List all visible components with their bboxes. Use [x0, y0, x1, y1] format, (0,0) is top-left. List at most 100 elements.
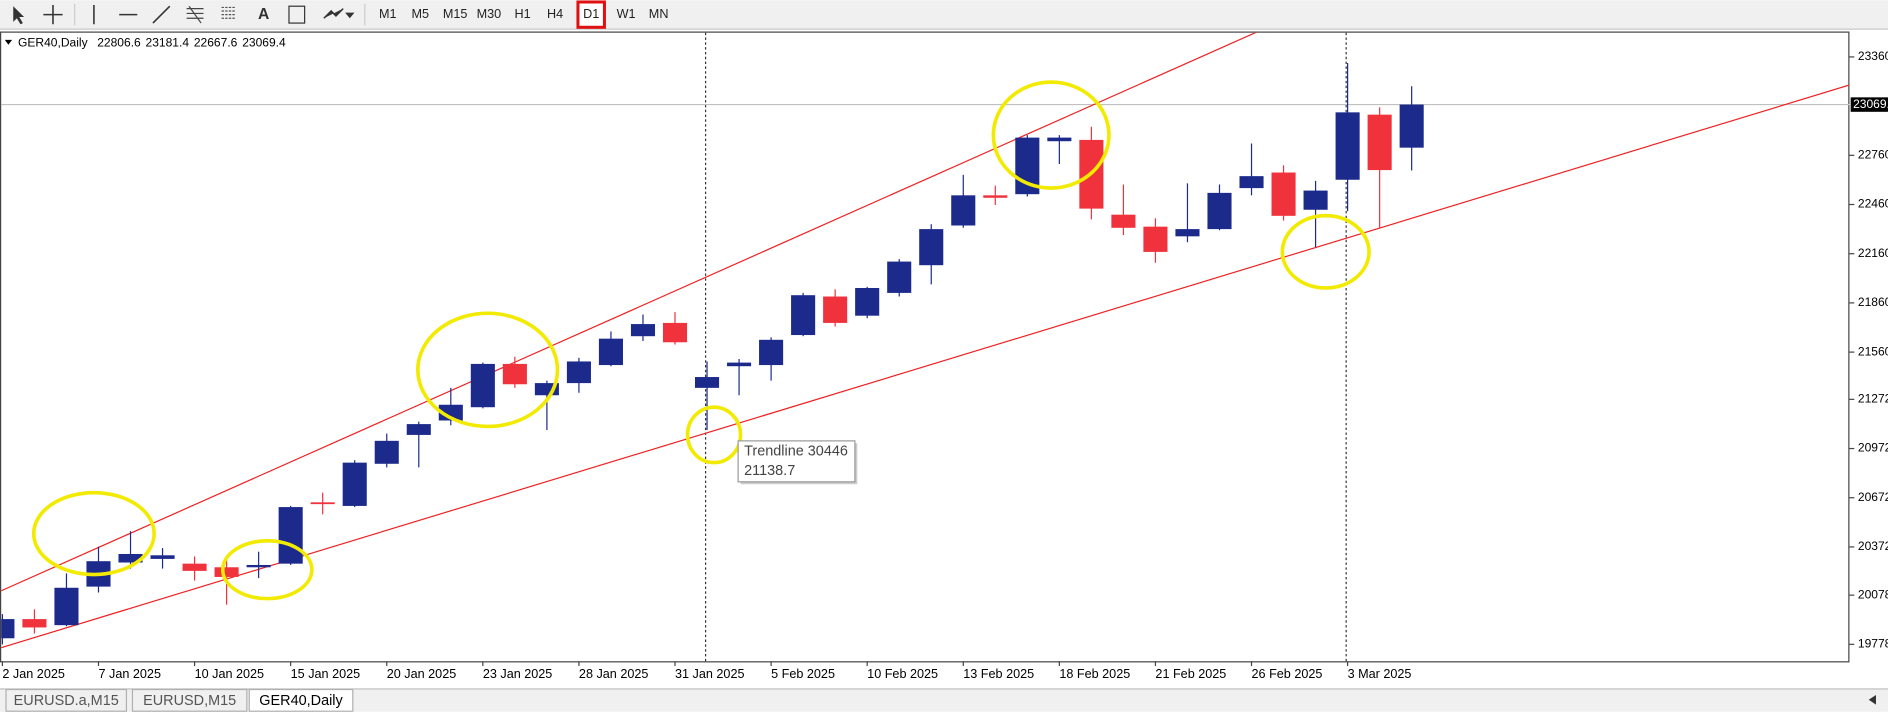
candle-body	[630, 324, 656, 337]
candle-body	[919, 229, 944, 266]
candle-body	[823, 296, 848, 323]
candle-body	[1143, 226, 1168, 252]
x-tick-label: 2 Jan 2025	[2, 667, 64, 681]
timeframe-button[interactable]: W1	[617, 7, 636, 21]
y-tick-label: 21860	[1858, 295, 1888, 309]
candle-body	[1335, 112, 1360, 180]
x-tick-label: 13 Feb 2025	[963, 667, 1034, 681]
candle-body	[406, 424, 431, 435]
y-tick-label: 22160	[1858, 246, 1888, 260]
candle-body	[1175, 229, 1200, 237]
tab-label[interactable]: EURUSD.a,M15	[14, 693, 119, 709]
timeframe-button[interactable]: M15	[443, 7, 468, 21]
timeframe-button[interactable]: M30	[477, 7, 502, 21]
plot-content	[1, 32, 1850, 649]
candle-body	[470, 363, 495, 408]
x-tick-label: 5 Feb 2025	[771, 667, 835, 681]
tab-label[interactable]: GER40,Daily	[259, 693, 343, 709]
selected-timeframe-box	[576, 0, 606, 29]
candle-body	[1271, 172, 1296, 216]
label-icon[interactable]	[288, 5, 306, 24]
active-tab[interactable]	[248, 688, 354, 712]
highlight-circle	[991, 80, 1111, 190]
candle-body	[598, 338, 623, 366]
high-value: 23181.4	[146, 36, 190, 50]
arrows-icon[interactable]	[323, 8, 355, 19]
text-icon[interactable]: A	[258, 6, 269, 23]
candle-body	[22, 619, 47, 628]
chart-header: GER40,Daily 22806.6 23181.4 22667.6 23069.4	[18, 36, 286, 50]
trendline	[1, 32, 1257, 592]
tooltip-box	[737, 440, 856, 483]
open-value: 22806.6	[97, 36, 141, 50]
highlight-circle	[31, 490, 156, 577]
y-tick-label: 19778	[1858, 637, 1888, 651]
header-arrow	[4, 39, 13, 45]
candle-body	[342, 462, 367, 506]
candle-body	[214, 567, 239, 577]
x-tick-label: 26 Feb 2025	[1252, 667, 1323, 681]
candle-body	[855, 287, 880, 316]
plot-frame	[0, 31, 1850, 663]
candle-body	[566, 361, 591, 384]
candle-body	[278, 507, 303, 564]
timeframe-button[interactable]: MN	[649, 7, 669, 21]
trendline	[1, 84, 1850, 649]
tooltip-title: Trendline 30446	[744, 444, 848, 460]
symbol: GER40,Daily	[18, 36, 88, 50]
highlight-circle	[685, 405, 743, 465]
low-value: 22667.6	[194, 36, 238, 50]
timeframe-button[interactable]: M5	[411, 7, 429, 21]
cursor-icon[interactable]	[13, 6, 25, 25]
candle-body	[502, 363, 527, 385]
x-tick-label: 10 Jan 2025	[195, 667, 264, 681]
current-price-label: 23069.4	[1853, 97, 1888, 111]
tab[interactable]	[131, 688, 248, 712]
tab[interactable]	[5, 688, 128, 712]
tab-label[interactable]: EURUSD,M15	[143, 693, 236, 709]
trendline-icon[interactable]	[152, 5, 171, 24]
highlight-circle	[220, 539, 314, 601]
candle-body	[374, 440, 399, 464]
y-tick-label: 22760	[1858, 148, 1888, 162]
candle-body	[1367, 114, 1392, 171]
channel-icon[interactable]	[186, 5, 204, 24]
candle-body	[1, 619, 15, 639]
tab-scroll[interactable]	[1868, 694, 1876, 705]
highlight-circle	[416, 311, 560, 429]
x-tick-label: 31 Jan 2025	[675, 667, 745, 681]
candle-body	[662, 322, 688, 343]
x-tick-label: 23 Jan 2025	[483, 667, 553, 681]
x-tick-label: 3 Mar 2025	[1348, 667, 1412, 681]
fibo-icon[interactable]	[221, 6, 236, 19]
current-price-tag	[1850, 97, 1888, 112]
x-tick-label: 10 Feb 2025	[867, 667, 938, 681]
timeframe-button[interactable]: H4	[547, 7, 563, 21]
highlight-circle	[1280, 213, 1371, 290]
x-tick-label: 7 Jan 2025	[98, 667, 160, 681]
candle-body	[246, 564, 271, 568]
candle-body	[150, 555, 175, 559]
candle-body	[759, 339, 784, 366]
timeframe-button[interactable]: H1	[515, 7, 531, 21]
tooltip-value: 21138.7	[744, 463, 795, 479]
tab-bar: EURUSD.a,M15 EURUSD,M15 GER40,Daily	[0, 688, 1888, 712]
candle-body	[951, 195, 976, 226]
tab-bar-bg	[0, 688, 1888, 712]
timeframe-button[interactable]: D1	[583, 7, 599, 21]
annotations	[31, 80, 1371, 601]
y-tick-label: 22460	[1858, 197, 1888, 211]
candle-body	[887, 261, 912, 293]
candle-body	[1303, 190, 1328, 210]
x-tick-label: 20 Jan 2025	[387, 667, 457, 681]
timeframe-button[interactable]: M1	[379, 7, 397, 21]
crosshair-icon[interactable]	[43, 5, 63, 25]
candle-body	[1239, 176, 1264, 189]
candle-body	[118, 553, 143, 563]
y-tick-label: 20078	[1858, 587, 1888, 601]
candle-body	[54, 587, 79, 626]
